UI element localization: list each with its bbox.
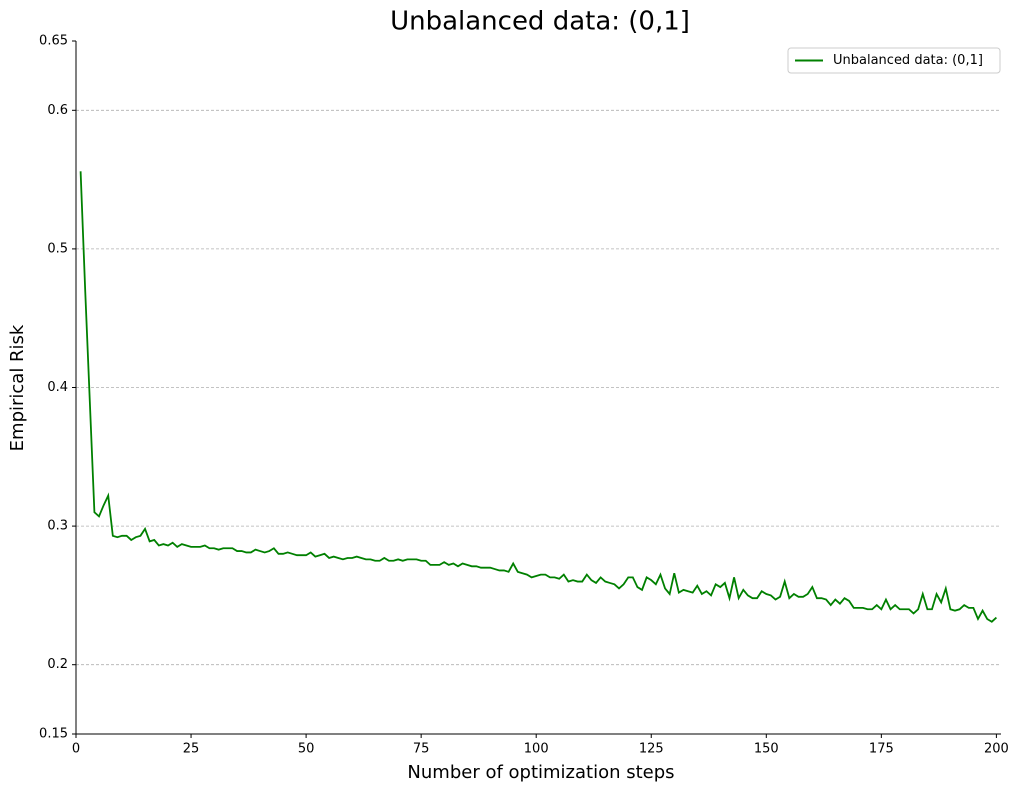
x-tick-label: 100	[524, 742, 549, 757]
y-tick-label: 0.15	[39, 727, 68, 742]
x-tick-label: 25	[183, 742, 200, 757]
y-tick-label: 0.5	[47, 241, 68, 256]
x-tick-label: 175	[869, 742, 894, 757]
y-tick-label: 0.6	[47, 103, 68, 118]
data-line	[79, 171, 998, 623]
legend-label: Unbalanced data: (0,1]	[833, 53, 983, 68]
x-tick-label: 150	[754, 742, 779, 757]
x-axis-label: Number of optimization steps	[407, 762, 674, 783]
x-tick-label: 50	[298, 742, 315, 757]
x-tick-label: 0	[72, 742, 80, 757]
y-tick-label: 0.4	[47, 380, 68, 395]
legend-box	[787, 47, 1001, 74]
x-tick-label: 75	[413, 742, 430, 757]
legend: Unbalanced data: (0,1]	[787, 47, 1001, 74]
x-tick-label: 200	[984, 742, 1009, 757]
y-tick-label: 0.3	[47, 519, 68, 534]
y-axis-label: Empirical Risk	[7, 324, 28, 451]
chart-title: Unbalanced data: (0,1]	[390, 7, 690, 37]
y-tick-label: 0.2	[47, 657, 68, 672]
y-tick-label: 0.65	[39, 34, 68, 49]
x-tick-label: 125	[639, 742, 664, 757]
